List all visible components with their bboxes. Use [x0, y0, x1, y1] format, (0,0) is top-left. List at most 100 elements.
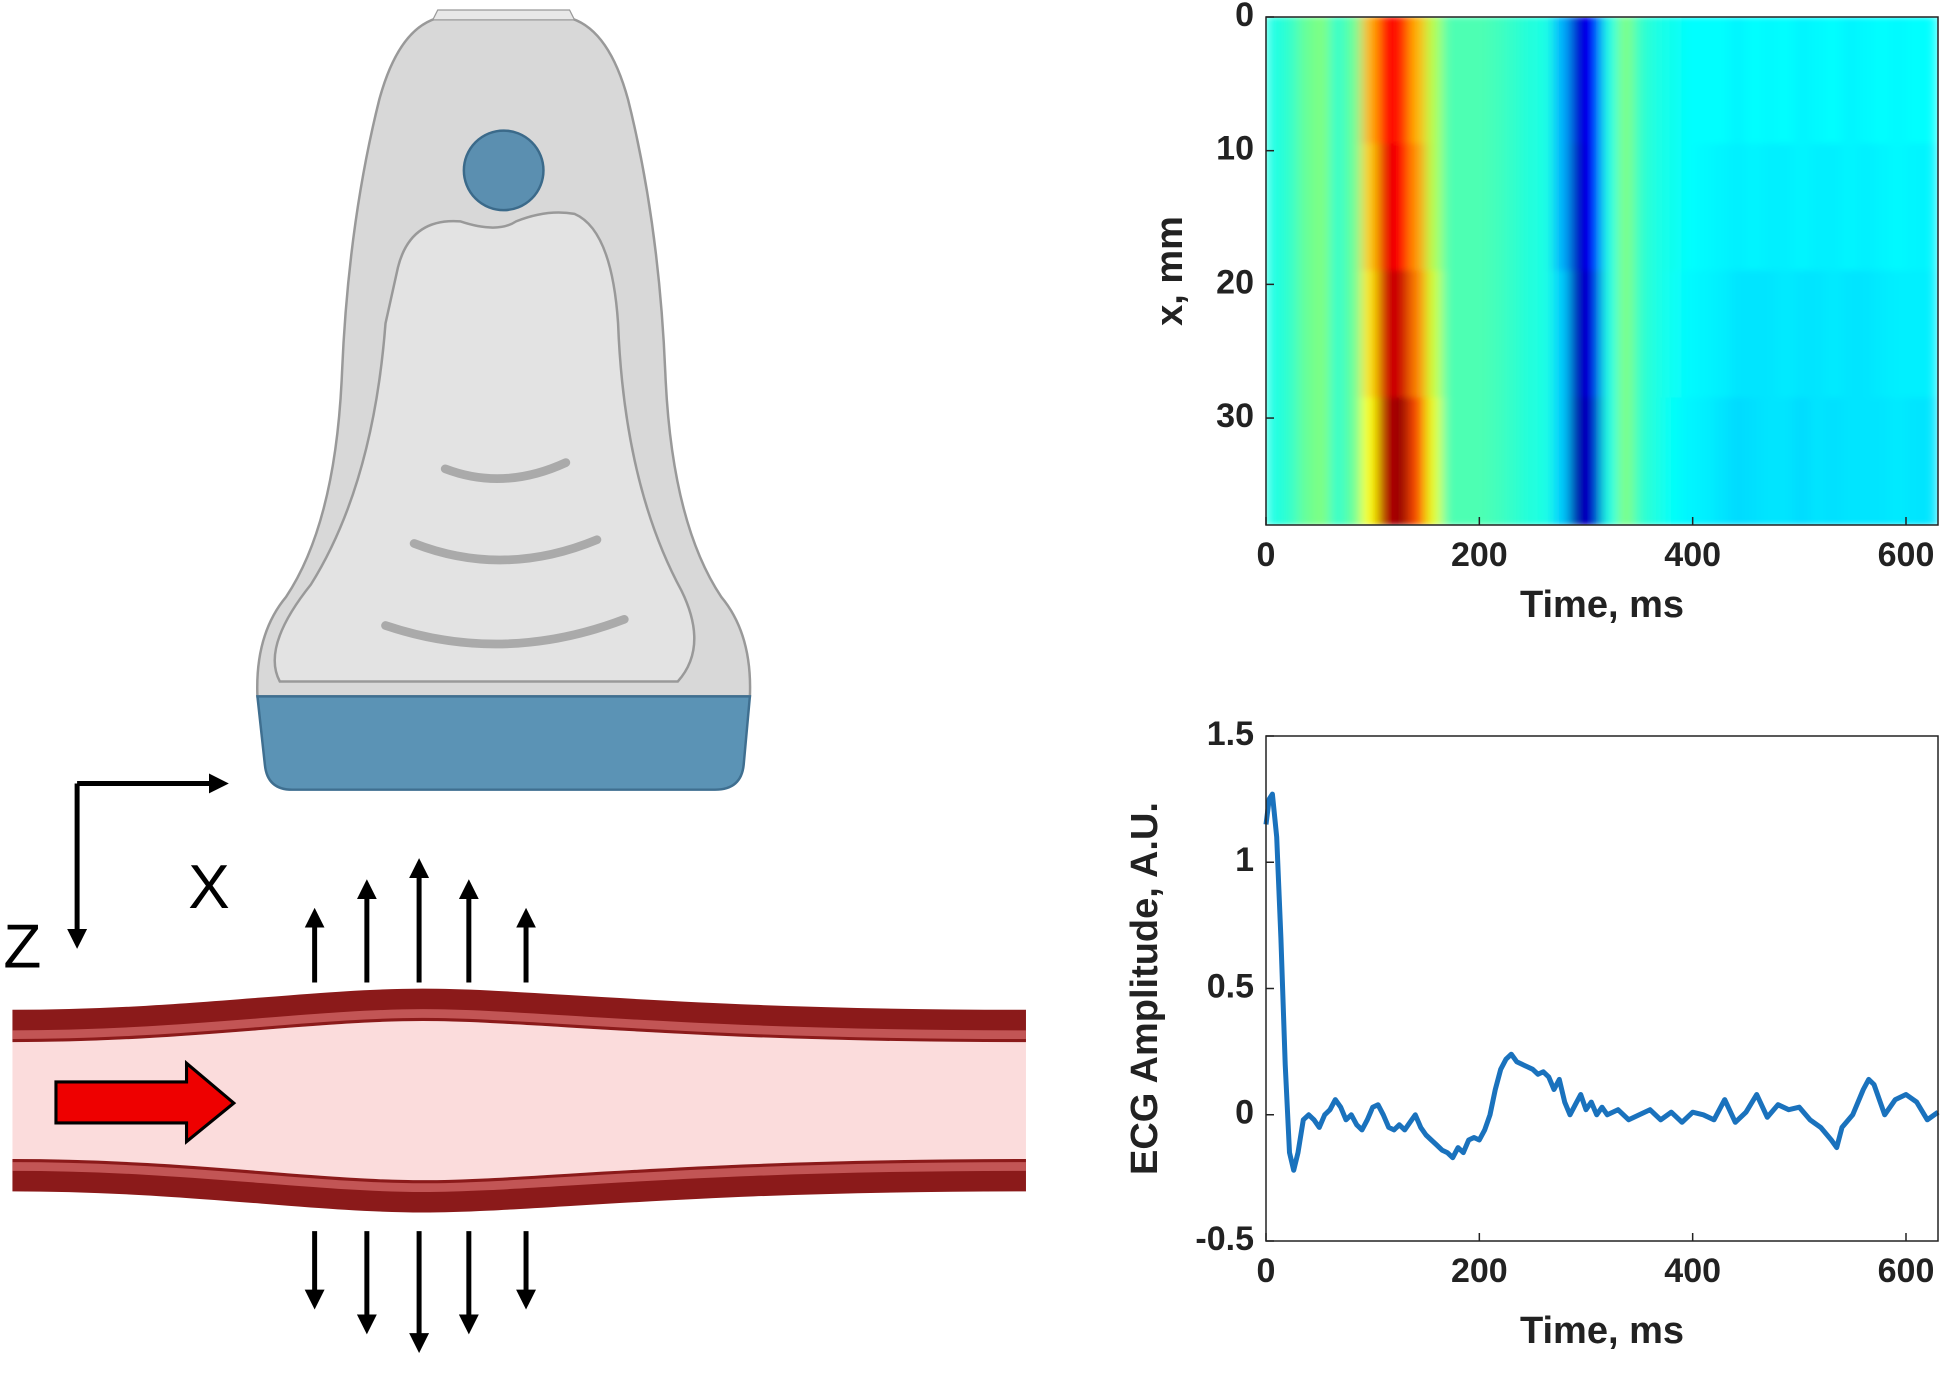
probe-wave	[381, 614, 629, 649]
heatmap-cell	[1841, 17, 1859, 145]
heatmap-cell	[1665, 143, 1683, 272]
heatmap-cell	[1857, 17, 1875, 145]
heatmap-cell	[1441, 397, 1459, 525]
heatmap-cell	[1889, 270, 1907, 399]
heatmap-cell	[1713, 270, 1731, 399]
heatmap-cell	[1537, 17, 1555, 145]
heatmap-cell	[1841, 270, 1859, 399]
heatmap-cell	[1569, 270, 1587, 399]
heatmap-cell	[1729, 270, 1747, 399]
heatmap-cell	[1601, 270, 1619, 399]
heatmap-cell	[1905, 397, 1923, 525]
probe-button	[462, 129, 545, 212]
heatmap-cell	[1345, 397, 1363, 525]
plot-frame	[1265, 16, 1939, 526]
heatmap-cell	[1266, 17, 1283, 145]
heatmap-cell	[1361, 397, 1379, 525]
heatmap-cell	[1873, 270, 1891, 399]
x-axis-label: Time, ms	[1520, 1310, 1684, 1352]
y-tick-label: 30	[1216, 397, 1254, 435]
heatmap-cell	[1873, 17, 1891, 145]
heatmap-cell	[1377, 397, 1395, 525]
heatmap-cell	[1841, 143, 1859, 272]
heatmap-cell	[1713, 17, 1731, 145]
heatmap-cell	[1793, 143, 1811, 272]
heatmap-cell	[1329, 17, 1347, 145]
heatmap-cell	[1441, 143, 1459, 272]
heatmap-cell	[1553, 17, 1571, 145]
heatmap-cell	[1473, 143, 1491, 272]
heatmap-cell	[1809, 397, 1827, 525]
heatmap-cell	[1905, 270, 1923, 399]
heatmap-cell	[1825, 397, 1843, 525]
heatmap-cell	[1553, 143, 1571, 272]
probe-tip	[256, 695, 752, 791]
heatmap-cell	[1329, 143, 1347, 272]
y-tick-label: 0	[1235, 0, 1254, 34]
heatmap-cell	[1329, 270, 1347, 399]
heatmap-cell	[1345, 17, 1363, 145]
heatmap-cell	[1329, 397, 1347, 525]
heatmap-cell	[1889, 143, 1907, 272]
vessel-wall-inner	[12, 1162, 1026, 1192]
heatmap-cell	[1505, 143, 1523, 272]
heatmap-cell	[1425, 17, 1443, 145]
heatmap-cell	[1281, 397, 1299, 525]
heatmap-cell	[1649, 397, 1667, 525]
vessel-wall	[12, 1159, 1026, 1213]
heatmap-cell	[1921, 270, 1938, 399]
heatmap	[1266, 17, 1938, 525]
heatmap-cell	[1793, 17, 1811, 145]
heatmap-cell	[1825, 143, 1843, 272]
heatmap-cell	[1681, 143, 1699, 272]
y-tick-label: 0	[1235, 1094, 1254, 1132]
heatmap-cell	[1537, 270, 1555, 399]
heatmap-cell	[1393, 397, 1411, 525]
heatmap-cell	[1521, 397, 1539, 525]
heatmap-cell	[1857, 397, 1875, 525]
heatmap-cell	[1905, 17, 1923, 145]
heatmap-cell	[1633, 17, 1651, 145]
x-axis-label: Time, ms	[1520, 584, 1684, 626]
heatmap-cell	[1665, 17, 1683, 145]
heatmap-cell	[1777, 17, 1795, 145]
heatmap-cell	[1361, 17, 1379, 145]
heatmap-cell	[1266, 397, 1283, 525]
probe-panel	[273, 211, 696, 683]
z-axis-symbol: Z	[3, 913, 41, 982]
heatmap-cell	[1313, 397, 1331, 525]
heatmap-cell	[1297, 17, 1315, 145]
heatmap-cell	[1809, 143, 1827, 272]
y-tick-label: 1.5	[1207, 715, 1254, 753]
x-tick-label: 600	[1878, 1252, 1935, 1290]
heatmap-cell	[1633, 143, 1651, 272]
heatmap-cell	[1697, 17, 1715, 145]
heatmap-cell	[1473, 397, 1491, 525]
heatmap-cell	[1425, 270, 1443, 399]
heatmap-cell	[1537, 143, 1555, 272]
heatmap-cell	[1697, 397, 1715, 525]
heatmap-cell	[1745, 143, 1763, 272]
heatmap-cell	[1857, 143, 1875, 272]
heatmap-cell	[1905, 143, 1923, 272]
heatmap-cell	[1361, 143, 1379, 272]
y-tick-label: -0.5	[1195, 1220, 1254, 1258]
heatmap-cell	[1409, 17, 1427, 145]
heatmap-cell	[1761, 270, 1779, 399]
heatmap-cell	[1537, 397, 1555, 525]
heatmap-cell	[1521, 270, 1539, 399]
heatmap-cell	[1873, 397, 1891, 525]
heatmap-cell	[1889, 17, 1907, 145]
heatmap-cell	[1649, 17, 1667, 145]
x-tick-label: 600	[1878, 536, 1935, 574]
heatmap-cell	[1825, 17, 1843, 145]
heatmap-cell	[1457, 17, 1475, 145]
heatmap-cell	[1569, 143, 1587, 272]
heatmap-cell	[1601, 143, 1619, 272]
heatmap-cell	[1681, 397, 1699, 525]
heatmap-cell	[1297, 143, 1315, 272]
heatmap-cell	[1617, 17, 1635, 145]
heatmap-cell	[1745, 17, 1763, 145]
heatmap-cell	[1393, 17, 1411, 145]
heatmap-cell	[1745, 270, 1763, 399]
